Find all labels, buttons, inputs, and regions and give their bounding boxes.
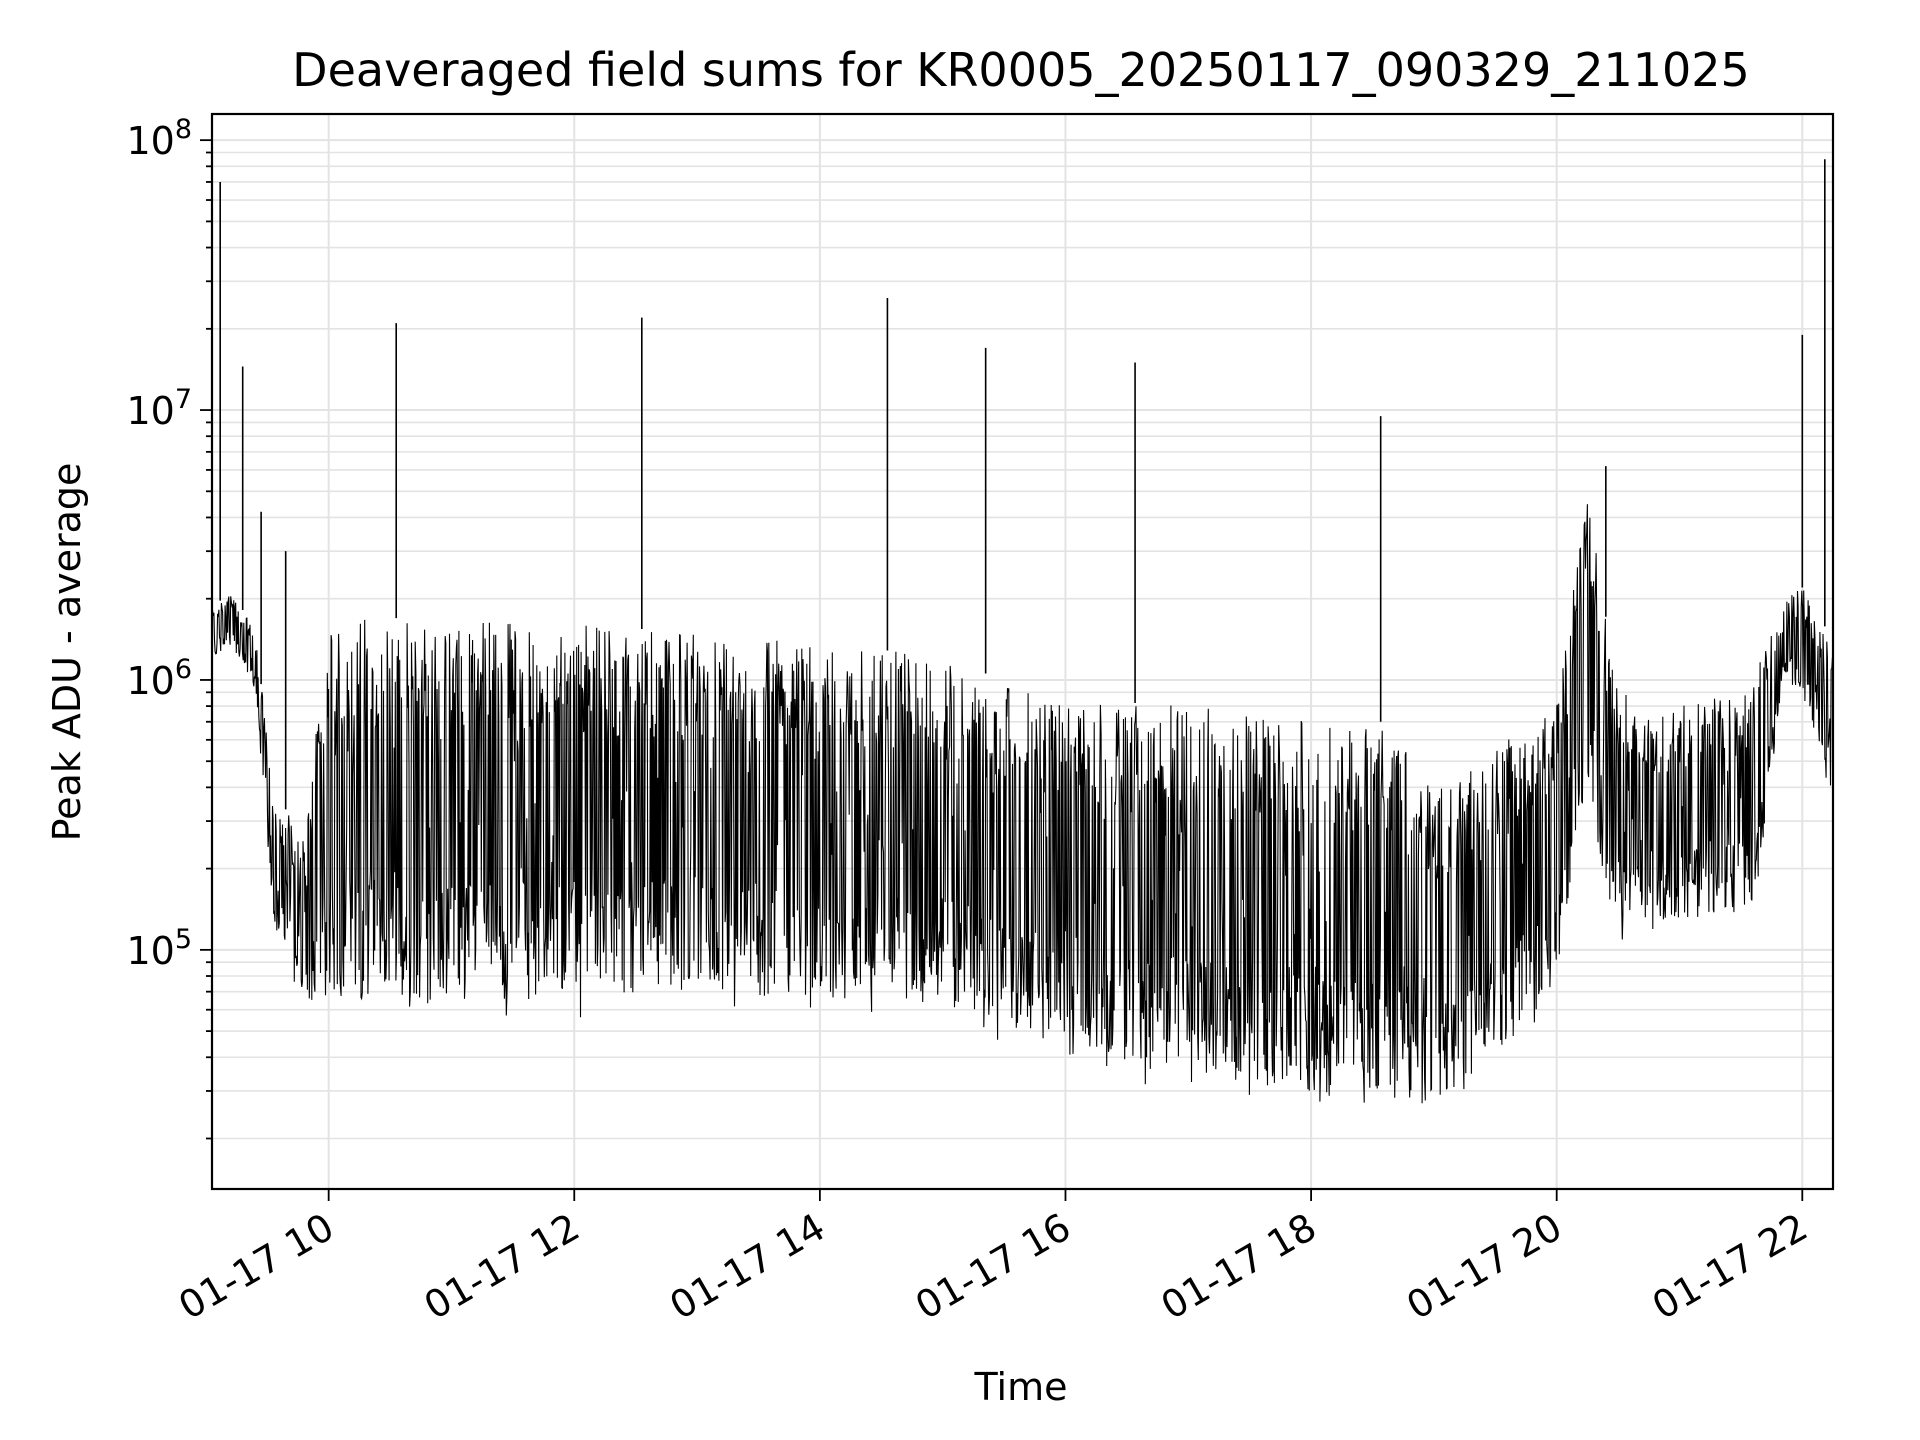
y-tick-label: 106: [126, 654, 192, 703]
plot-frame: [210, 112, 1835, 1191]
y-tick-label: 108: [126, 114, 192, 163]
y-tick-label: 107: [126, 384, 192, 433]
y-tick-label: 105: [126, 924, 192, 973]
chart-title: Deaveraged field sums for KR0005_2025011…: [292, 43, 1750, 97]
series-trace: [211, 504, 1834, 1104]
y-axis-ticks: 105 106 107 108: [126, 114, 212, 1140]
y-axis-label: Peak ADU - average: [45, 463, 89, 842]
x-axis-label: Time: [974, 1365, 1068, 1409]
data-series-line: [211, 159, 1834, 1104]
